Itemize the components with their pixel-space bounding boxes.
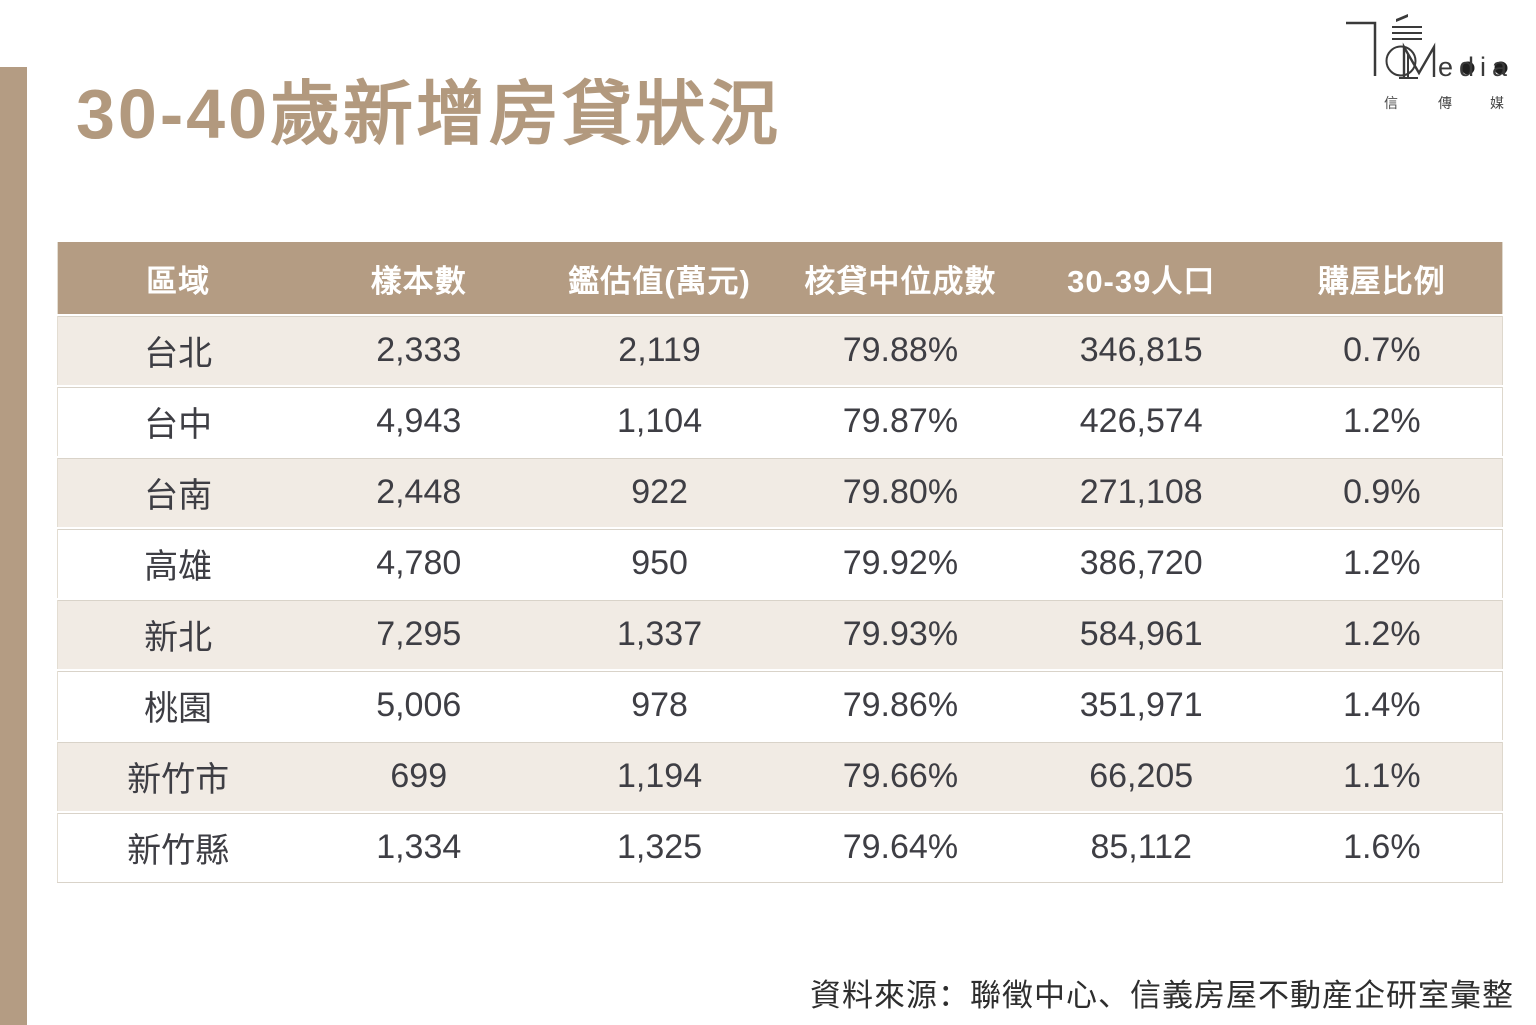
cell-region: 新竹縣 <box>57 811 299 883</box>
logo-cjk-char-1: 信 <box>1384 95 1398 111</box>
cell-appraisal: 978 <box>539 669 780 741</box>
cell-region: 桃園 <box>57 669 299 741</box>
cell-appraisal: 2,119 <box>539 314 780 386</box>
cell-samples: 699 <box>298 740 540 812</box>
cell-region: 台中 <box>57 385 299 457</box>
col-header-appraisal: 鑑估值(萬元) <box>539 242 780 315</box>
logo-latin-text: edia <box>1438 52 1513 82</box>
cell-ratio: 1.1% <box>1261 740 1503 812</box>
cell-population: 66,205 <box>1020 740 1262 812</box>
cell-population: 346,815 <box>1020 314 1262 386</box>
cell-samples: 2,448 <box>298 456 540 528</box>
cell-appraisal: 950 <box>539 527 780 599</box>
table-row-taipei: 台北 2,333 2,119 79.88% 346,815 0.7% <box>57 314 1503 386</box>
cell-samples: 2,333 <box>298 314 540 386</box>
page-title: 30-40歲新增房貸狀況 <box>76 75 782 153</box>
cell-population: 426,574 <box>1020 385 1262 457</box>
col-header-ratio: 購屋比例 <box>1261 242 1503 315</box>
cell-population: 584,961 <box>1020 598 1262 670</box>
cell-appraisal: 1,104 <box>539 385 780 457</box>
cell-samples: 4,943 <box>298 385 540 457</box>
table-row-hsinchu-county: 新竹縣 1,334 1,325 79.64% 85,112 1.6% <box>57 811 1503 883</box>
cnews-media-logo: edia 信 傳 媒 <box>1338 12 1520 120</box>
cell-ltv: 79.92% <box>779 527 1021 599</box>
mortgage-table: 區域 樣本數 鑑估值(萬元) 核貸中位成數 30-39人口 購屋比例 台北 2,… <box>57 242 1503 883</box>
cell-ltv: 79.86% <box>779 669 1021 741</box>
col-header-population: 30-39人口 <box>1020 242 1262 315</box>
cell-ltv: 79.87% <box>779 385 1021 457</box>
cell-population: 271,108 <box>1020 456 1262 528</box>
left-accent-bar <box>0 67 27 1025</box>
logo-cjk-char-2: 傳 <box>1438 95 1452 111</box>
cell-samples: 1,334 <box>298 811 540 883</box>
cell-samples: 4,780 <box>298 527 540 599</box>
header-row: 區域 樣本數 鑑估值(萬元) 核貸中位成數 30-39人口 購屋比例 <box>57 242 1503 315</box>
source-note: 資料來源：聯徵中心、信義房屋不動産企研室彙整 <box>810 978 1514 1013</box>
col-header-region: 區域 <box>57 242 299 315</box>
cell-ltv: 79.88% <box>779 314 1021 386</box>
col-header-ltv: 核貸中位成數 <box>779 242 1021 315</box>
cell-appraisal: 1,337 <box>539 598 780 670</box>
mortgage-table-wrap: 區域 樣本數 鑑估值(萬元) 核貸中位成數 30-39人口 購屋比例 台北 2,… <box>57 242 1503 883</box>
cell-region: 新竹市 <box>57 740 299 812</box>
cell-ltv: 79.93% <box>779 598 1021 670</box>
table-row-taichung: 台中 4,943 1,104 79.87% 426,574 1.2% <box>57 385 1503 457</box>
cell-appraisal: 1,194 <box>539 740 780 812</box>
table-row-newtaipei: 新北 7,295 1,337 79.93% 584,961 1.2% <box>57 598 1503 670</box>
cell-population: 386,720 <box>1020 527 1262 599</box>
cell-population: 85,112 <box>1020 811 1262 883</box>
cell-ltv: 79.64% <box>779 811 1021 883</box>
col-header-samples: 樣本數 <box>298 242 540 315</box>
cell-ltv: 79.66% <box>779 740 1021 812</box>
cell-ratio: 0.9% <box>1261 456 1503 528</box>
table-row-tainan: 台南 2,448 922 79.80% 271,108 0.9% <box>57 456 1503 528</box>
table-row-hsinchu-city: 新竹市 699 1,194 79.66% 66,205 1.1% <box>57 740 1503 812</box>
cell-ratio: 1.4% <box>1261 669 1503 741</box>
logo-cjk-char-3: 媒 <box>1490 95 1504 111</box>
table-row-kaohsiung: 高雄 4,780 950 79.92% 386,720 1.2% <box>57 527 1503 599</box>
cell-ltv: 79.80% <box>779 456 1021 528</box>
cell-samples: 5,006 <box>298 669 540 741</box>
cell-ratio: 1.2% <box>1261 385 1503 457</box>
cell-region: 新北 <box>57 598 299 670</box>
table-header: 區域 樣本數 鑑估值(萬元) 核貸中位成數 30-39人口 購屋比例 <box>57 242 1503 315</box>
cell-appraisal: 922 <box>539 456 780 528</box>
cell-population: 351,971 <box>1020 669 1262 741</box>
cell-region: 台北 <box>57 314 299 386</box>
logo-mark-icon: edia 信 傳 媒 <box>1346 14 1513 111</box>
cell-ratio: 1.2% <box>1261 527 1503 599</box>
cell-ratio: 1.2% <box>1261 598 1503 670</box>
cell-ratio: 1.6% <box>1261 811 1503 883</box>
cell-ratio: 0.7% <box>1261 314 1503 386</box>
table-body: 台北 2,333 2,119 79.88% 346,815 0.7% 台中 4,… <box>57 314 1503 883</box>
cell-region: 台南 <box>57 456 299 528</box>
cell-samples: 7,295 <box>298 598 540 670</box>
table-row-taoyuan: 桃園 5,006 978 79.86% 351,971 1.4% <box>57 669 1503 741</box>
cell-appraisal: 1,325 <box>539 811 780 883</box>
cell-region: 高雄 <box>57 527 299 599</box>
